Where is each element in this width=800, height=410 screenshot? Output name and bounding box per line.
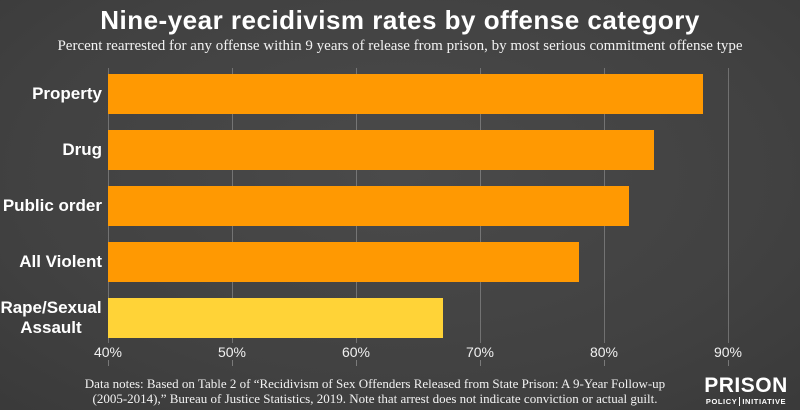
- bar-rape-sexual-assault: [108, 298, 443, 338]
- bar-drug: [108, 130, 654, 170]
- category-label-text: Drug: [62, 140, 102, 160]
- category-label: Property: [0, 74, 102, 114]
- category-axis: Property Drug Public order All Violent Rape/…: [0, 68, 102, 366]
- grid-tick-stub: [356, 360, 357, 366]
- grid-tick-stub: [728, 360, 729, 366]
- category-label: Public order: [0, 186, 102, 226]
- bar-all-violent: [108, 242, 579, 282]
- grid-tick-stub: [604, 360, 605, 366]
- category-label: Drug: [0, 130, 102, 170]
- grid-line: [728, 68, 729, 343]
- category-label-text: Public order: [2, 196, 102, 216]
- category-label-text: Property: [32, 84, 102, 104]
- data-notes: Data notes: Based on Table 2 of “Recidiv…: [84, 376, 666, 407]
- grid-tick-stub: [108, 360, 109, 366]
- grid-tick-stub: [232, 360, 233, 366]
- bar-property: [108, 74, 703, 114]
- logo-divider: [739, 397, 741, 406]
- x-axis-tick-label: 70%: [465, 344, 495, 360]
- category-label-text: Rape/Sexual Assault: [0, 298, 102, 337]
- bar-public-order: [108, 186, 629, 226]
- x-axis-tick-label: 40%: [93, 344, 123, 360]
- logo-policy-label: POLICY: [705, 397, 738, 406]
- category-label: All Violent: [0, 242, 102, 282]
- logo-initiative-label: INITIATIVE: [742, 397, 787, 406]
- category-label-text: All Violent: [19, 252, 102, 272]
- logo-prison-text: PRISON: [704, 374, 788, 397]
- x-axis-tick-label: 90%: [713, 344, 743, 360]
- grid-tick-stub: [480, 360, 481, 366]
- x-axis-tick-label: 80%: [589, 344, 619, 360]
- logo-policy-initiative-text: POLICY INITIATIVE: [706, 397, 786, 406]
- x-axis-tick-label: 60%: [341, 344, 371, 360]
- category-label: Rape/Sexual Assault: [0, 298, 102, 338]
- chart-subtitle: Percent rearrested for any offense withi…: [57, 38, 743, 54]
- chart-title: Nine-year recidivism rates by offense ca…: [100, 5, 700, 35]
- plot-area: 40% 50% 60% 70% 80% 90%: [94, 68, 748, 366]
- prison-policy-initiative-logo: PRISON POLICY INITIATIVE: [698, 375, 794, 406]
- x-axis-tick-label: 50%: [217, 344, 247, 360]
